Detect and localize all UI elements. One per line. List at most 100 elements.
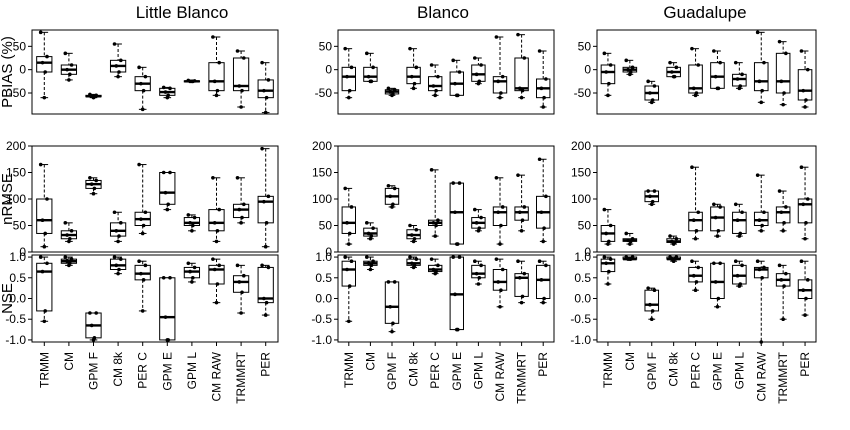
box	[753, 62, 769, 92]
data-point	[140, 309, 145, 313]
box	[449, 182, 464, 245]
data-point	[217, 263, 221, 268]
data-point	[412, 263, 417, 268]
data-point	[215, 229, 220, 233]
data-point	[434, 88, 438, 93]
data-point	[42, 319, 47, 324]
data-point	[803, 313, 807, 317]
data-point	[718, 261, 722, 266]
data-point	[755, 259, 760, 264]
column-title: Little Blanco	[136, 3, 229, 22]
data-point	[607, 81, 611, 86]
data-point	[696, 210, 701, 215]
data-point	[781, 229, 785, 233]
data-point	[455, 242, 460, 246]
data-point	[799, 165, 804, 169]
x-tick-label: GPM F	[87, 352, 101, 390]
x-tick-label: CM	[363, 352, 377, 371]
data-point	[648, 302, 652, 307]
data-point	[522, 56, 527, 60]
data-point	[347, 95, 351, 100]
data-point	[498, 304, 502, 309]
data-point	[760, 88, 764, 93]
data-point	[476, 282, 481, 286]
data-point	[186, 213, 191, 217]
data-point	[166, 338, 170, 342]
data-point	[266, 78, 271, 82]
y-tick-label: 50	[578, 219, 592, 233]
y-tick-label: -0.5	[5, 312, 26, 326]
data-point	[500, 267, 505, 272]
data-point	[696, 265, 701, 270]
x-tick-label: TRMM	[601, 352, 615, 388]
data-point	[366, 261, 371, 266]
data-point	[410, 261, 414, 266]
data-point	[716, 86, 721, 91]
y-tick-label: -50	[315, 86, 333, 100]
box	[208, 264, 225, 285]
data-point	[94, 311, 98, 315]
data-point	[646, 79, 650, 84]
box	[232, 275, 250, 293]
data-point	[735, 273, 740, 278]
data-point	[652, 84, 657, 88]
data-point	[262, 199, 266, 204]
data-point	[365, 221, 369, 225]
y-tick-label: -50	[574, 86, 592, 100]
data-point	[137, 259, 141, 264]
y-tick-label: 50	[13, 39, 27, 53]
data-point	[738, 231, 743, 236]
y-tick-label: 50	[13, 219, 27, 233]
y-tick-label: 200	[571, 139, 591, 153]
data-point	[453, 210, 457, 215]
data-point	[762, 265, 766, 270]
data-point	[239, 311, 243, 315]
data-point	[412, 236, 417, 241]
data-point	[755, 173, 760, 177]
y-tick-label: 0.5	[9, 271, 26, 285]
data-point	[500, 74, 505, 79]
data-point	[192, 265, 197, 270]
data-point	[38, 255, 43, 259]
data-point	[366, 231, 371, 236]
y-tick-label: 0.0	[315, 292, 332, 306]
data-point	[137, 65, 141, 70]
data-point	[239, 221, 243, 225]
data-point	[604, 70, 608, 74]
data-point	[520, 294, 525, 299]
data-point	[782, 91, 786, 95]
data-point	[608, 63, 613, 67]
row-ylabel: NSE	[0, 283, 16, 314]
data-point	[89, 182, 94, 186]
box	[257, 79, 274, 99]
data-point	[649, 317, 654, 322]
data-point	[433, 234, 438, 238]
data-point	[457, 255, 462, 259]
data-point	[68, 236, 72, 241]
data-point	[116, 239, 120, 244]
x-tick-label: GPM L	[185, 352, 199, 390]
box	[732, 211, 747, 234]
data-point	[740, 263, 744, 268]
data-point	[757, 218, 762, 222]
box	[232, 203, 250, 219]
x-tick-label: CM 8k	[667, 351, 681, 387]
data-point	[518, 86, 522, 91]
data-point	[759, 100, 764, 105]
data-point	[235, 49, 240, 53]
data-point	[69, 229, 74, 233]
data-point	[68, 72, 72, 77]
data-point	[718, 205, 722, 209]
data-point	[544, 263, 548, 268]
data-point	[755, 30, 760, 35]
data-point	[45, 261, 49, 266]
data-point	[161, 170, 166, 175]
data-point	[65, 259, 69, 264]
y-tick-label: 0.5	[315, 271, 332, 285]
data-point	[92, 336, 97, 340]
data-point	[740, 72, 744, 77]
data-point	[694, 229, 699, 233]
data-point	[69, 257, 74, 261]
data-point	[215, 282, 220, 286]
data-point	[542, 296, 546, 301]
